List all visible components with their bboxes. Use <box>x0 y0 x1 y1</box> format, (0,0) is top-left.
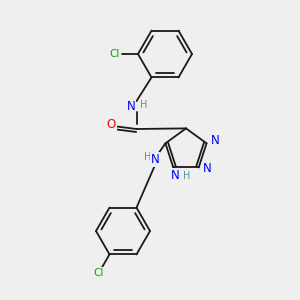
Text: Cl: Cl <box>109 49 119 59</box>
Text: N: N <box>203 163 212 176</box>
Text: N: N <box>171 169 180 182</box>
Text: N: N <box>127 100 136 113</box>
Text: H: H <box>144 152 151 162</box>
Text: N: N <box>211 134 219 147</box>
Text: H: H <box>140 100 148 110</box>
Text: Cl: Cl <box>93 268 103 278</box>
Text: N: N <box>151 153 159 166</box>
Text: O: O <box>106 118 116 131</box>
Text: H: H <box>183 171 190 181</box>
